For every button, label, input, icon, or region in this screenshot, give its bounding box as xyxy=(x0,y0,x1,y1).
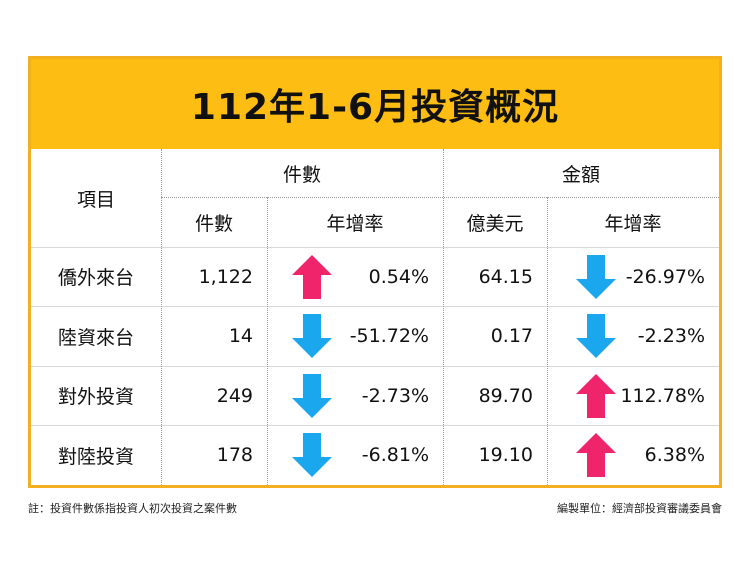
title-bar: 112年1-6月投資概況 xyxy=(31,59,719,149)
summary-table: 項目 件數 金額 件數 年增率 億美元 年增率 僑外來台 1,122 0.54%… xyxy=(31,149,719,485)
column-divider xyxy=(267,197,268,485)
header-count: 件數 xyxy=(194,212,233,235)
header-amount-unit: 億美元 xyxy=(466,212,524,235)
row-amount: 64.15 xyxy=(478,265,533,288)
arrow-down-icon xyxy=(292,433,332,477)
row-divider xyxy=(31,366,719,367)
row-label: 僑外來台 xyxy=(57,267,134,289)
arrow-down-icon xyxy=(292,314,332,358)
arrow-down-icon xyxy=(576,255,616,299)
arrow-up-icon xyxy=(576,374,616,418)
column-divider xyxy=(443,149,444,485)
row-count: 1,122 xyxy=(198,265,253,288)
row-count: 14 xyxy=(228,325,253,347)
row-amount: 89.70 xyxy=(478,384,533,407)
row-label: 陸資來台 xyxy=(57,326,134,349)
header-amount-growth: 年增率 xyxy=(604,212,662,235)
column-divider xyxy=(161,149,162,485)
row-count-growth: -2.73% xyxy=(361,384,429,407)
row-count: 249 xyxy=(216,384,253,407)
row-amount-growth: 112.78% xyxy=(620,384,705,407)
arrow-up-icon xyxy=(292,255,332,299)
row-amount: 0.17 xyxy=(490,325,533,347)
header-divider xyxy=(161,197,719,198)
arrow-down-icon xyxy=(292,374,332,418)
header-amount-group: 金額 xyxy=(561,163,600,186)
arrow-down-icon xyxy=(576,314,616,358)
header-item: 項目 xyxy=(76,188,115,211)
summary-table-frame: 112年1-6月投資概況 項目 件數 金額 件數 年增率 億美元 年增率 僑外來… xyxy=(28,56,722,488)
row-divider xyxy=(31,247,719,248)
row-label: 對外投資 xyxy=(57,386,134,408)
footnote: 註：投資件數係指投資人初次投資之案件數 xyxy=(28,502,237,515)
row-amount-growth: -26.97% xyxy=(625,265,705,288)
page-title: 112年1-6月投資概況 xyxy=(190,87,560,128)
source-credit: 編製單位：經濟部投資審議委員會 xyxy=(557,502,722,515)
row-amount-growth: -2.23% xyxy=(637,325,705,347)
row-divider xyxy=(31,306,719,307)
row-count: 178 xyxy=(216,444,253,466)
row-label: 對陸投資 xyxy=(57,445,134,468)
row-count-growth: -6.81% xyxy=(361,444,429,466)
row-count-growth: 0.54% xyxy=(368,265,429,288)
row-amount-growth: 6.38% xyxy=(644,444,705,466)
row-count-growth: -51.72% xyxy=(349,325,429,347)
arrow-up-icon xyxy=(576,433,616,477)
header-count-group: 件數 xyxy=(282,163,321,186)
header-count-growth: 年增率 xyxy=(326,212,384,235)
row-amount: 19.10 xyxy=(478,444,533,466)
row-divider xyxy=(31,425,719,426)
column-divider xyxy=(547,197,548,485)
